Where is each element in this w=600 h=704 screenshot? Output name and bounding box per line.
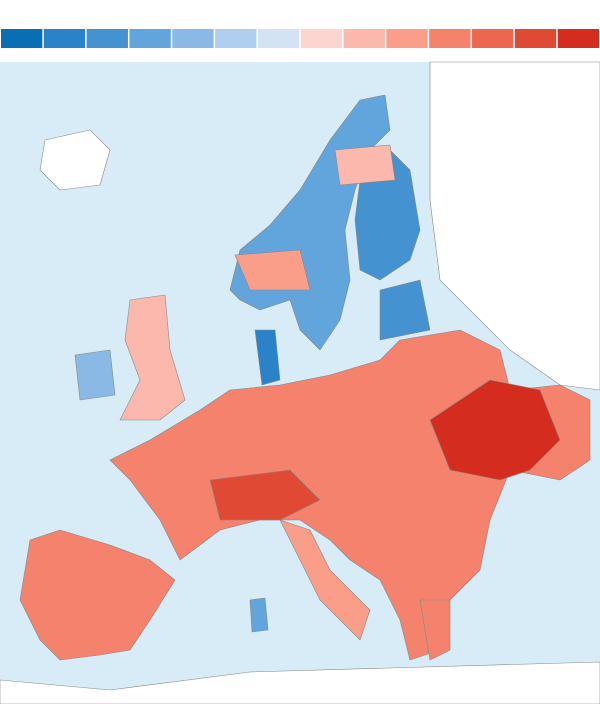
map	[0, 61, 600, 704]
russia-land	[429, 61, 600, 391]
legend-swatch	[257, 29, 300, 48]
legend-swatch	[429, 29, 471, 48]
ireland	[74, 349, 116, 401]
legend-swatch	[300, 29, 343, 48]
ukraine	[429, 379, 561, 481]
legend-swatch	[215, 29, 257, 48]
legend-swatch	[386, 29, 428, 48]
legend-swatch	[43, 29, 86, 48]
legend-swatch	[343, 29, 385, 48]
denmark	[254, 329, 281, 386]
legend-swatch	[557, 29, 599, 48]
legend-swatch	[1, 29, 43, 48]
italy	[279, 519, 371, 641]
legend-swatch	[86, 29, 128, 48]
sardinia	[249, 597, 269, 633]
alps	[209, 469, 321, 521]
greece	[419, 599, 451, 661]
legend-swatch	[472, 29, 514, 48]
great-britain	[119, 294, 186, 421]
legend-swatch	[129, 29, 171, 48]
legend-swatch	[514, 29, 557, 48]
north-finland	[334, 144, 396, 186]
baltic	[379, 279, 431, 341]
color-legend	[1, 29, 599, 48]
legend-swatch	[172, 29, 214, 48]
iceland	[39, 129, 111, 191]
iberia	[19, 529, 176, 661]
africa-land	[0, 661, 600, 704]
south-norway	[234, 249, 311, 291]
finland	[354, 149, 421, 281]
